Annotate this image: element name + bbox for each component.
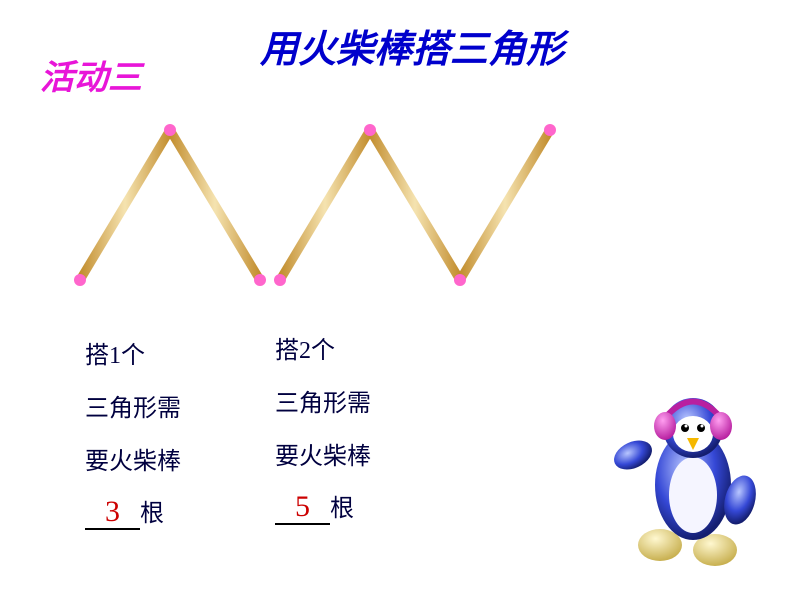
caption-line: 三角形需 xyxy=(275,378,371,431)
caption-line: 要火柴棒 xyxy=(275,431,371,484)
unit-label: 根 xyxy=(330,496,354,522)
caption-answer-line: 5根 xyxy=(275,483,371,536)
caption-line: 三角形需 xyxy=(85,383,181,436)
matchstick-diagram xyxy=(60,120,580,320)
caption-block-1: 搭1个 三角形需 要火柴棒 3根 xyxy=(85,330,181,541)
caption-block-2: 搭2个 三角形需 要火柴棒 5根 xyxy=(275,325,371,536)
caption-line: 搭1个 xyxy=(85,330,181,383)
caption-line: 搭2个 xyxy=(275,325,371,378)
caption-line: 要火柴棒 xyxy=(85,436,181,489)
answer-value: 5 xyxy=(295,490,310,523)
caption-answer-line: 3根 xyxy=(85,488,181,541)
unit-label: 根 xyxy=(140,501,164,527)
penguin-character-icon xyxy=(605,380,775,575)
triangle-1 xyxy=(74,124,266,286)
activity-label: 活动三 xyxy=(40,50,142,99)
answer-value: 3 xyxy=(105,495,120,528)
page-title: 用火柴棒搭三角形 xyxy=(260,18,564,73)
triangle-2 xyxy=(274,124,556,286)
